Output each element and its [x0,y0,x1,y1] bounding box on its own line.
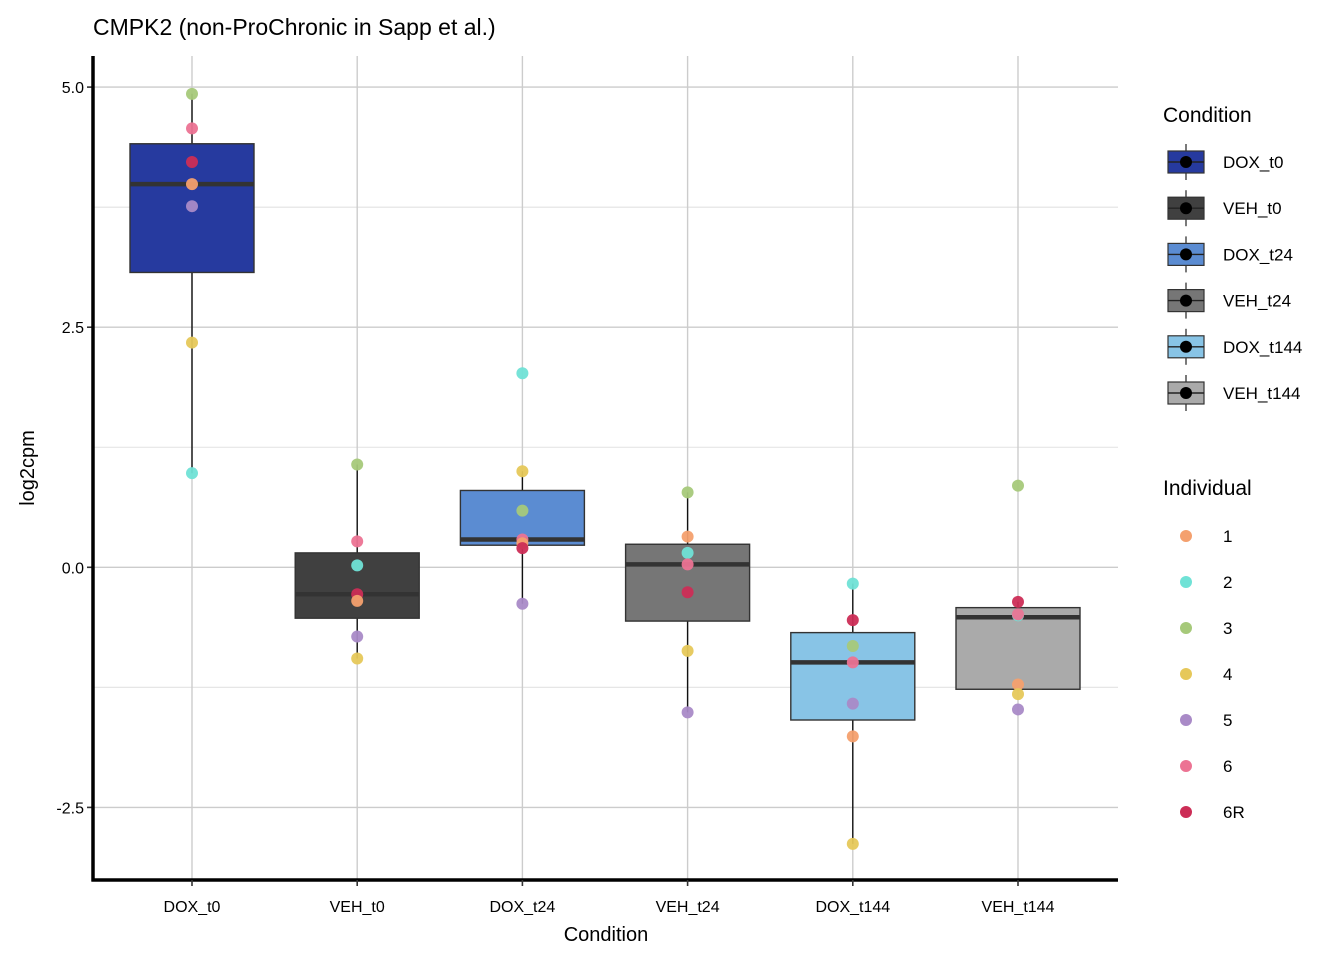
legend-individual-dot [1180,530,1192,542]
data-point [681,558,694,571]
legend-point [1180,340,1192,353]
data-point [351,458,364,471]
data-point [1012,678,1024,691]
legend-individual-label: 6R [1223,803,1245,822]
legend-condition-label: DOX_t144 [1223,338,1302,357]
legend-condition-label: VEH_t144 [1223,384,1301,403]
legend-individual-title: Individual [1163,477,1252,500]
x-tick-label: VEH_t24 [656,899,720,916]
legend-individual-dot [1180,806,1192,818]
data-point [846,640,859,653]
data-point [1012,479,1024,492]
x-tick-label: VEH_t0 [330,899,385,916]
data-point [516,504,529,517]
x-tick-label: DOX_t0 [164,899,221,916]
data-point [516,465,529,478]
legend-individual-dot [1180,622,1192,634]
legend-individual-label: 1 [1223,527,1232,546]
data-point [846,577,859,590]
data-point [1012,595,1024,608]
legend-condition-label: DOX_t24 [1223,245,1293,264]
legend-individual-label: 2 [1223,573,1232,592]
data-point [186,336,198,349]
data-point [516,597,529,610]
data-point [846,697,859,710]
legend-individual-dot [1180,668,1192,680]
data-point [351,535,364,548]
data-point [516,367,529,380]
legend-point [1180,294,1192,307]
data-point [1012,703,1024,716]
legend-individual: Individual 1 2 3 4 5 6 6R [1163,477,1252,822]
legend-point [1180,387,1192,399]
data-point [681,586,694,599]
data-point [846,656,859,669]
y-axis-title: log2cpm [17,430,39,506]
data-point [186,200,198,213]
x-tick-label: DOX_t24 [489,899,555,916]
chart-title: CMPK2 (non-ProChronic in Sapp et al.) [93,14,496,40]
y-tick-label: 2.5 [62,320,84,337]
legend-point [1180,156,1192,168]
data-point [351,630,364,643]
legend-condition: Condition DOX_t0 VEH_t0 DOX_t24 VEH_t24 DOX_… [1163,104,1302,411]
data-point [681,486,694,499]
data-point [186,87,198,100]
y-tick-label: -2.5 [56,800,84,817]
data-point [186,467,198,480]
legend-condition-label: DOX_t0 [1223,153,1283,172]
data-point [681,530,694,543]
y-tick-label: 0.0 [62,560,84,577]
legend-condition-label: VEH_t24 [1223,292,1291,311]
legend-individual-label: 4 [1223,665,1232,684]
legend-individual-label: 6 [1223,757,1232,776]
data-point [351,594,364,607]
data-point [1012,688,1024,701]
data-point [681,706,694,719]
data-point [1012,608,1024,621]
x-axis-title: Condition [564,924,649,946]
plot-area: 5.0 2.5 0.0 -2.5 DOX_t0 VEH_t0 DOX_t24 VEH_t24 D… [56,56,1118,916]
legend-individual-label: 5 [1223,711,1232,730]
data-point [846,730,859,743]
data-point [186,156,198,169]
x-tick-label: DOX_t144 [815,899,890,916]
x-tick-label: VEH_t144 [982,899,1055,916]
data-point [351,559,364,572]
data-point [351,652,364,665]
data-point [186,122,198,135]
legend-individual-label: 3 [1223,619,1232,638]
data-point [846,837,859,850]
legend-condition-title: Condition [1163,104,1252,127]
data-point [681,644,694,657]
legend-individual-dot [1180,576,1192,588]
y-tick-label: 5.0 [62,80,84,97]
data-point [186,178,198,191]
data-point [846,614,859,627]
legend-individual-dot [1180,714,1192,726]
legend-point [1180,248,1192,261]
legend-condition-label: VEH_t0 [1223,199,1282,218]
data-point [681,546,694,559]
legend-point [1180,202,1192,215]
data-point [516,542,529,555]
legend-individual-dot [1180,760,1192,772]
